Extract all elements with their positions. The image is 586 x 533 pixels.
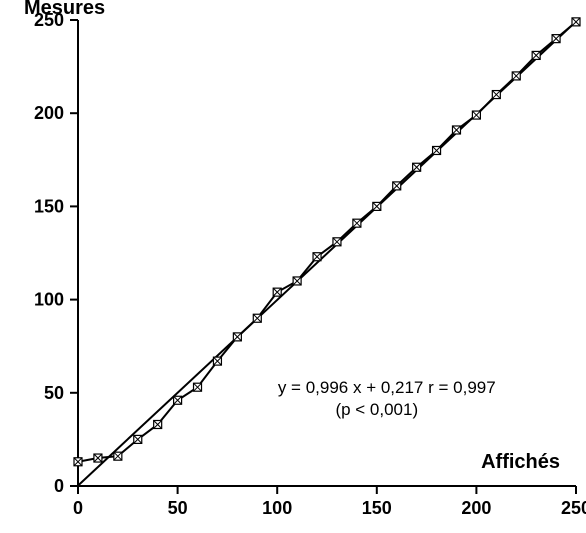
data-marker (413, 163, 421, 171)
y-tick-label: 50 (44, 383, 64, 403)
y-tick-label: 200 (34, 103, 64, 123)
data-marker (333, 238, 341, 246)
data-marker (472, 111, 480, 119)
data-marker (373, 202, 381, 210)
data-marker (194, 383, 202, 391)
data-marker (353, 219, 361, 227)
data-marker (433, 146, 441, 154)
data-marker (154, 420, 162, 428)
data-marker (512, 72, 520, 80)
x-axis-title: Affichés (481, 451, 560, 473)
x-tick-label: 150 (362, 498, 392, 518)
data-marker (532, 51, 540, 59)
y-tick-label: 0 (54, 476, 64, 496)
equation-text: y = 0,996 x + 0,217 r = 0,997 (278, 378, 496, 397)
data-marker (273, 288, 281, 296)
y-axis-title: Mesures (24, 0, 105, 19)
x-tick-label: 100 (262, 498, 292, 518)
x-tick-label: 0 (73, 498, 83, 518)
x-tick-label: 250 (561, 498, 586, 518)
data-marker (233, 333, 241, 341)
data-marker (452, 126, 460, 134)
data-marker (174, 396, 182, 404)
data-marker (94, 454, 102, 462)
calibration-chart: 050100150200250050100150200250MesuresAff… (0, 0, 586, 533)
data-marker (393, 182, 401, 190)
data-marker (313, 253, 321, 261)
y-tick-label: 150 (34, 196, 64, 216)
x-tick-label: 50 (168, 498, 188, 518)
data-marker (253, 314, 261, 322)
data-marker (552, 35, 560, 43)
data-marker (572, 18, 580, 26)
data-marker (134, 435, 142, 443)
data-marker (293, 277, 301, 285)
data-marker (213, 357, 221, 365)
x-tick-label: 200 (461, 498, 491, 518)
data-marker (492, 91, 500, 99)
data-marker (114, 452, 122, 460)
pvalue-text: (p < 0,001) (335, 400, 418, 419)
y-tick-label: 100 (34, 290, 64, 310)
data-marker (74, 458, 82, 466)
